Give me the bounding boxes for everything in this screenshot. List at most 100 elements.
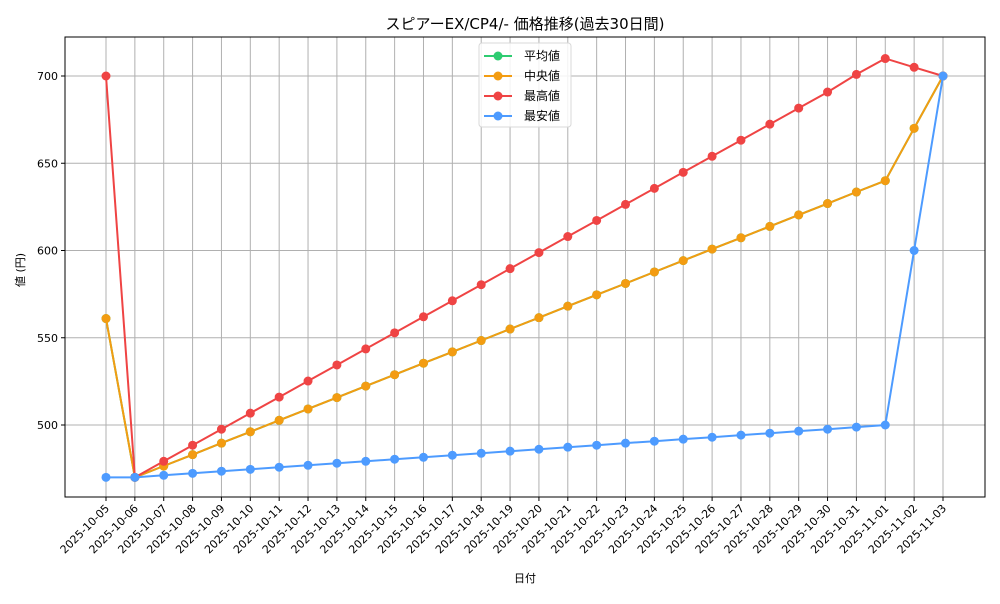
data-point	[274, 392, 284, 402]
data-point	[216, 424, 226, 434]
data-point	[563, 232, 573, 242]
data-point	[649, 267, 659, 277]
data-point	[649, 436, 659, 446]
data-point	[476, 280, 486, 290]
data-point	[678, 256, 688, 266]
legend-label: 最安値	[524, 108, 560, 123]
data-point	[621, 199, 631, 209]
data-point	[909, 62, 919, 72]
data-point	[447, 296, 457, 306]
legend-label: 中央値	[524, 68, 560, 83]
series-line	[106, 75, 944, 479]
data-point	[707, 244, 717, 254]
series-0	[101, 71, 948, 482]
data-point	[332, 458, 342, 468]
legend-marker-icon	[493, 51, 503, 61]
legend-entry-median: 中央値	[484, 68, 560, 83]
legend-entry-average: 平均値	[484, 48, 560, 63]
data-point	[563, 301, 573, 311]
data-point	[361, 344, 371, 354]
grid-lines	[65, 37, 985, 497]
legend-box	[478, 42, 572, 128]
data-point	[390, 454, 400, 464]
data-point	[851, 69, 861, 79]
data-point	[361, 456, 371, 466]
data-point	[245, 427, 255, 437]
data-point	[851, 422, 861, 432]
y-tick-label: 500	[37, 419, 58, 432]
y-tick-label: 700	[37, 70, 58, 83]
data-point	[188, 468, 198, 478]
data-point	[592, 215, 602, 225]
plot-frame	[64, 36, 986, 498]
data-point	[418, 358, 428, 368]
data-point	[909, 246, 919, 255]
data-point	[274, 415, 284, 425]
data-point	[707, 151, 717, 161]
data-point	[303, 460, 313, 470]
data-point	[245, 408, 255, 418]
x-axis: 2025-10-052025-10-062025-10-072025-10-08…	[58, 497, 949, 556]
legend-marker-icon	[493, 111, 503, 121]
data-point	[765, 221, 775, 231]
x-axis-label: 日付	[514, 572, 536, 585]
data-point	[332, 393, 342, 403]
data-point	[880, 420, 890, 430]
data-point	[736, 430, 746, 440]
legend-marker-icon	[493, 71, 503, 81]
y-axis: 500 550 600 650 700	[37, 70, 65, 432]
data-point	[678, 167, 688, 177]
y-tick-label: 600	[37, 245, 58, 258]
legend-label: 最高値	[524, 88, 560, 103]
data-point	[823, 87, 833, 97]
y-axis-label: 値 (円)	[14, 253, 27, 287]
data-point	[707, 432, 717, 442]
data-point	[851, 187, 861, 197]
data-point	[505, 324, 515, 334]
legend: 平均値 中央値 最高値 最安値	[478, 42, 572, 128]
data-point	[274, 462, 284, 472]
data-point	[505, 446, 515, 456]
data-point	[101, 314, 111, 324]
data-point	[476, 336, 486, 346]
data-point	[447, 450, 457, 460]
series-line	[105, 75, 944, 479]
data-point	[621, 438, 631, 448]
data-point	[621, 278, 631, 288]
data-point	[794, 210, 804, 220]
series-line	[105, 57, 944, 480]
data-point	[534, 248, 544, 258]
data-point	[649, 183, 659, 193]
series-1	[101, 71, 948, 482]
y-tick-label: 550	[37, 332, 58, 345]
data-point	[880, 54, 890, 64]
data-point	[159, 456, 169, 466]
legend-entry-min: 最安値	[484, 108, 560, 123]
data-point	[418, 312, 428, 322]
data-point	[765, 119, 775, 129]
data-point	[216, 466, 226, 476]
data-point	[823, 424, 833, 434]
data-point	[794, 426, 804, 436]
chart-title: スピアーEX/CP4/- 価格推移(過去30日間)	[386, 15, 665, 33]
data-point	[880, 176, 890, 186]
data-point	[938, 71, 948, 81]
data-point	[303, 404, 313, 414]
data-point	[794, 103, 804, 113]
data-point	[736, 135, 746, 145]
data-point	[216, 438, 226, 448]
data-point	[361, 381, 371, 391]
data-point	[736, 233, 746, 243]
data-point	[823, 199, 833, 209]
data-point	[101, 472, 111, 482]
series-3	[101, 71, 948, 482]
y-tick-label: 650	[37, 157, 58, 170]
data-point	[159, 470, 169, 480]
data-point	[563, 442, 573, 452]
data-point	[505, 264, 515, 274]
data-point	[476, 448, 486, 458]
data-point	[130, 472, 140, 482]
data-point	[909, 123, 919, 133]
